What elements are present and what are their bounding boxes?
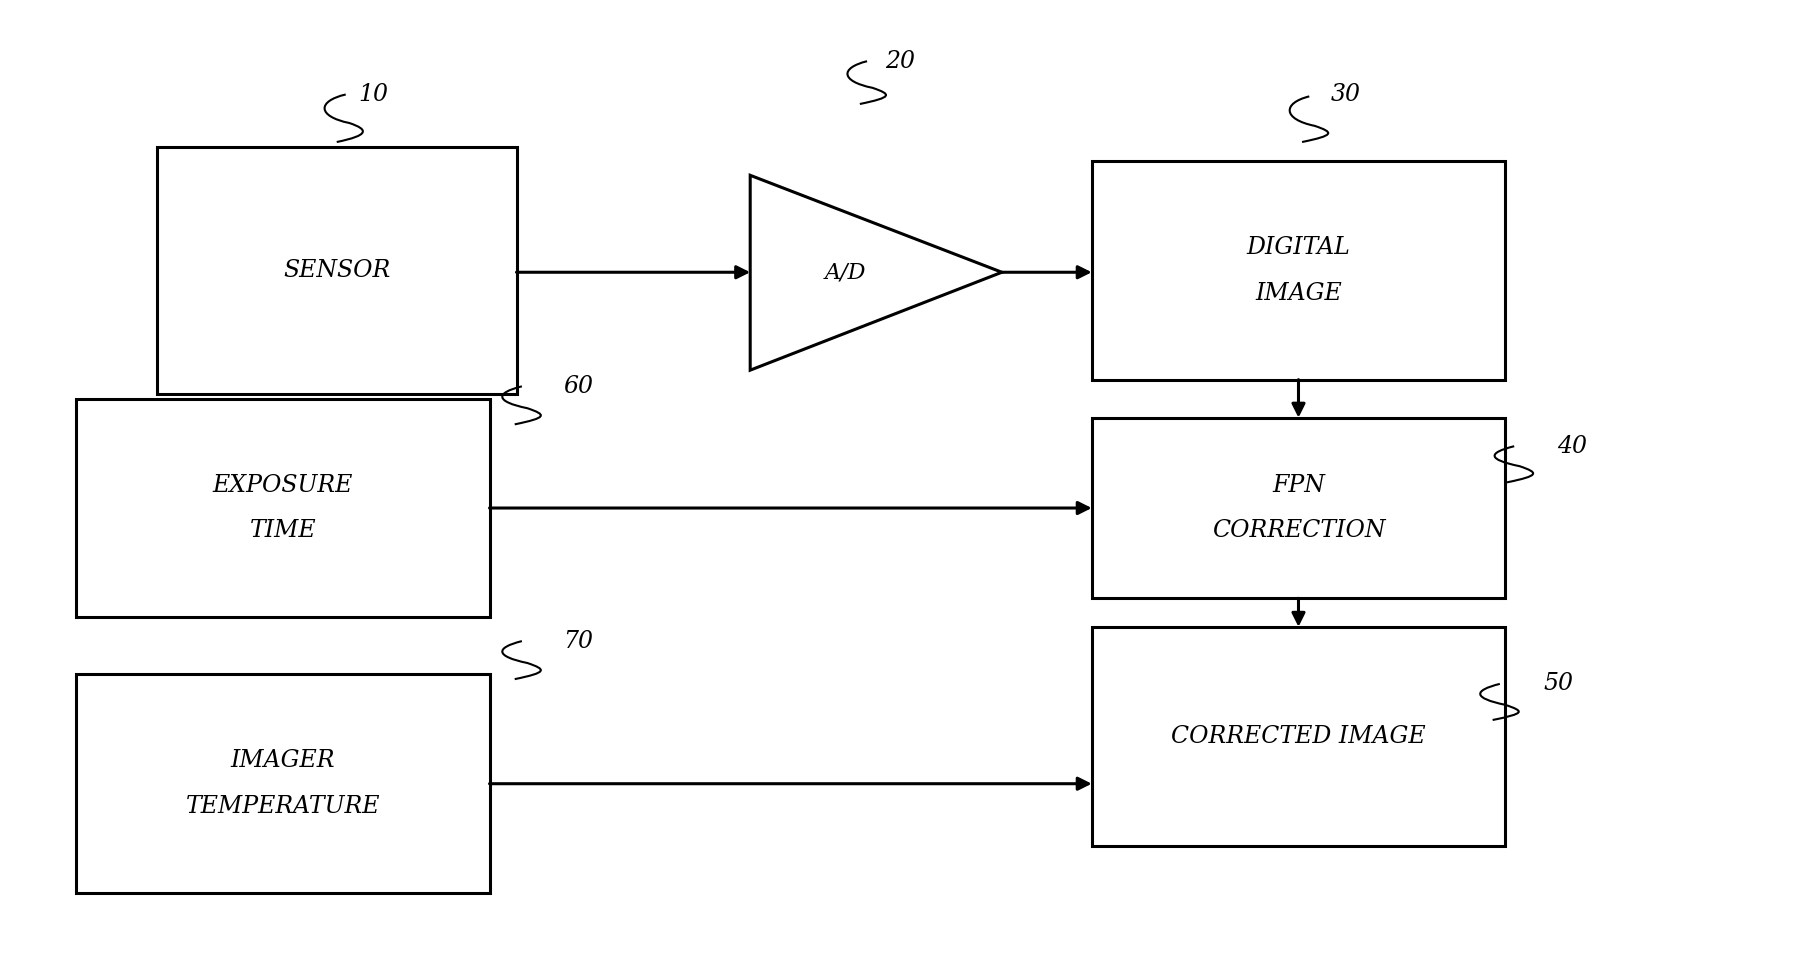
Text: IMAGE: IMAGE [1254, 282, 1341, 305]
Text: IMAGER: IMAGER [231, 749, 336, 772]
Bar [1092, 627, 1504, 846]
Text: CORRECTED IMAGE: CORRECTED IMAGE [1170, 725, 1424, 748]
Text: FPN: FPN [1271, 474, 1325, 497]
Text: 40: 40 [1556, 434, 1587, 457]
Text: TEMPERATURE: TEMPERATURE [186, 795, 379, 818]
Polygon shape [749, 175, 1002, 370]
Text: CORRECTION: CORRECTION [1211, 520, 1384, 543]
Text: EXPOSURE: EXPOSURE [213, 474, 352, 497]
Bar [157, 147, 516, 394]
Text: 70: 70 [563, 630, 592, 653]
Text: TIME: TIME [249, 520, 316, 543]
Text: 20: 20 [884, 50, 915, 73]
Text: 60: 60 [563, 375, 592, 398]
Text: A/D: A/D [825, 261, 866, 283]
Bar [76, 674, 489, 893]
Text: 50: 50 [1541, 672, 1572, 695]
Text: DIGITAL: DIGITAL [1245, 236, 1350, 259]
Text: 10: 10 [357, 83, 388, 106]
Bar [1092, 161, 1504, 380]
Bar [76, 399, 489, 618]
Text: 30: 30 [1330, 83, 1361, 106]
Text: SENSOR: SENSOR [283, 259, 390, 282]
Bar [1092, 418, 1504, 598]
